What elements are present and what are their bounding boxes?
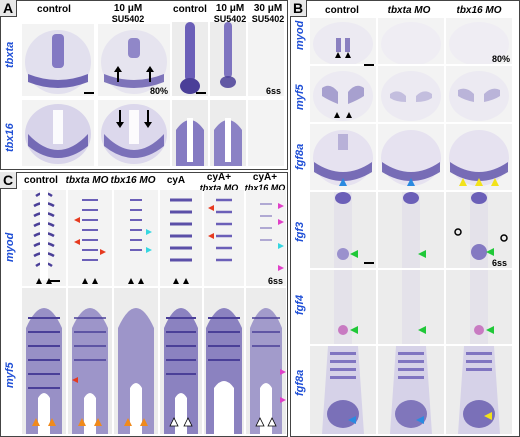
panel-c-col-cya-tbxta: cyA+ tbxta MO — [199, 172, 239, 194]
panel-b-scalebar-2 — [364, 262, 374, 264]
panel-c-tile-myf5-cya-tbxta: * — [204, 288, 244, 434]
panel-c-col-tbx16-mo: tbx16 MO — [110, 175, 156, 186]
panel-b-tile-fgf8a2-tbx16 — [446, 346, 512, 434]
panel-c-tile-myf5-control — [22, 288, 66, 434]
panel-c-tile-myf5-tbx16 — [114, 288, 158, 434]
panel-b-tile-fgf4-control — [310, 270, 376, 344]
panel-b-row-fgf8a: fgf8a — [294, 143, 306, 170]
panel-a-row-tbxta: tbxta — [4, 41, 16, 68]
panel-a-tile-tbxta-ctrl-tail — [172, 22, 208, 96]
panel-b-row-fgf3: fgf3 — [294, 221, 306, 242]
panel-b-tile-fgf3-tbx16 — [446, 192, 512, 268]
panel-b-tile-fgf4-tbx16 — [446, 270, 512, 344]
panel-b-row-myf5: myf5 — [294, 84, 306, 110]
panel-b-tile-myod-tbx16 — [446, 18, 512, 64]
panel-b-row-fgf4: fgf4 — [294, 294, 306, 315]
panel-a-letter: A — [0, 0, 17, 17]
panel-c-tile-myf5-cya — [160, 288, 202, 434]
panel-b-stage: 6ss — [492, 258, 508, 268]
panel-b-tile-fgf3-tbxta — [378, 192, 444, 268]
panel-c-tile-myod-cya — [160, 190, 202, 286]
panel-c-row-myod: myod — [4, 232, 16, 262]
panel-c-scalebar — [48, 280, 60, 282]
panel-c-col-tbxta-mo: tbxta MO — [65, 175, 109, 186]
panel-a-col-su5402-10: 10 μM SU5402 — [111, 3, 145, 25]
panel-b-tile-fgf4-tbxta — [378, 270, 444, 344]
panel-c-row-myf5: myf5 — [4, 362, 16, 388]
panel-b-tile-fgf8a2-control — [310, 346, 376, 434]
panel-b-row-myod: myod — [294, 20, 306, 50]
svg-text:*: * — [220, 405, 225, 419]
panel-c-letter: C — [0, 172, 17, 189]
panel-c-tile-myod-cya-tbxta — [204, 190, 244, 286]
panel-b-tile-myf5-tbxta — [378, 66, 444, 122]
panel-c-tile-myod-control — [22, 190, 66, 286]
panel-b-tile-fgf3-control — [310, 192, 376, 268]
panel-b-col-control: control — [325, 5, 359, 16]
panel-a-stage: 6ss — [266, 86, 282, 96]
panel-b-col-tbx16-mo: tbx16 MO — [456, 5, 502, 16]
panel-c-tile-myod-cya-tbx16 — [246, 190, 286, 286]
panel-c-stage: 6ss — [268, 276, 284, 286]
panel-a-tile-tbx16-su5402 — [98, 100, 170, 166]
panel-a-percent: 80% — [150, 86, 169, 96]
panel-b-tile-myod-tbxta — [378, 18, 444, 64]
panel-a-col-control-2: control — [173, 4, 207, 15]
panel-a-tile-tbxta-su5402 — [98, 24, 170, 96]
panel-b-tile-myod-control — [310, 18, 376, 64]
panel-a-col-control: control — [37, 4, 71, 15]
panel-b-tile-fgf8a-control — [310, 124, 376, 190]
panel-c-tile-myf5-cya-tbx16 — [246, 288, 286, 434]
panel-a-row-tbx16: tbx16 — [4, 123, 16, 152]
panel-a-tile-tbxta-su30-tail — [248, 22, 284, 96]
panel-b-tile-myf5-tbx16 — [446, 66, 512, 122]
panel-b-tile-fgf8a2-tbxta — [378, 346, 444, 434]
panel-a-col-su5402-30: 30 μM SU5402 — [251, 3, 285, 25]
panel-b-col-tbxta-mo: tbxta MO — [387, 5, 431, 16]
panel-a-scalebar-2 — [196, 92, 206, 94]
panel-c-tile-myod-tbx16 — [114, 190, 158, 286]
panel-a-tile-tbx16-su30-tail — [248, 100, 284, 166]
panel-a-tile-tbxta-control — [22, 24, 94, 96]
panel-b-tile-fgf8a-tbxta — [378, 124, 444, 190]
panel-b-percent: 80% — [492, 54, 511, 64]
panel-c-tile-myod-tbxta — [68, 190, 112, 286]
panel-b-row-fgf8a-2: fgf8a — [294, 369, 306, 396]
panel-c-col-cya-tbx16: cyA+ tbx16 MO — [244, 172, 286, 194]
panel-c-col-cya: cyA — [166, 175, 186, 186]
panel-a-tile-tbx16-control — [22, 100, 94, 166]
panel-c-col-control: control — [24, 175, 58, 186]
panel-a-scalebar-1 — [84, 92, 94, 94]
panel-a-col-su5402-10b: 10 μM SU5402 — [213, 3, 247, 25]
panel-a-tile-tbx16-ctrl-tail — [172, 100, 208, 166]
panel-a-tile-tbxta-su-tail — [210, 22, 246, 96]
panel-b-tile-myf5-control — [310, 66, 376, 122]
panel-c-tile-myf5-tbxta — [68, 288, 112, 434]
panel-a-tile-tbx16-su-tail — [210, 100, 246, 166]
panel-b-scalebar-1 — [364, 64, 374, 66]
panel-b-letter: B — [290, 0, 307, 17]
panel-b-tile-fgf8a-tbx16 — [446, 124, 512, 190]
